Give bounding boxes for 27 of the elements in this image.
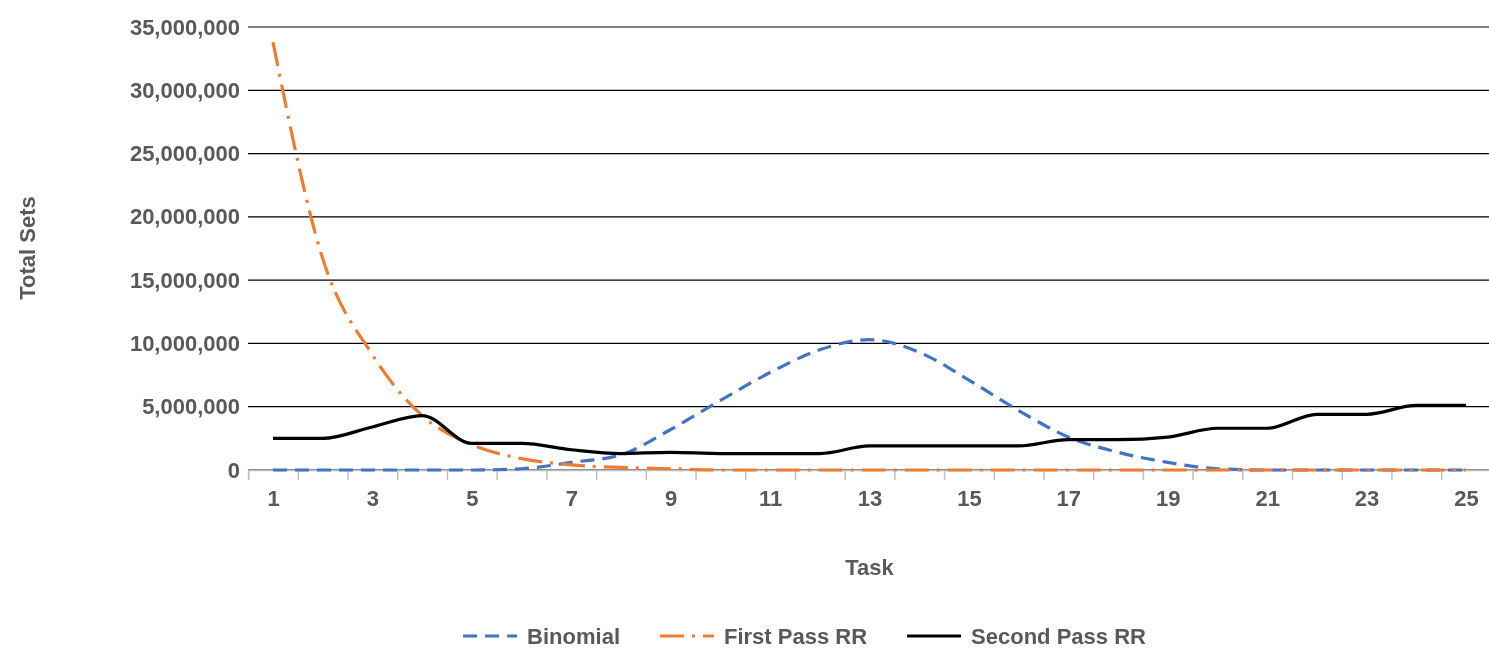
y-tick-label: 5,000,000 bbox=[142, 394, 240, 420]
x-tick-label: 5 bbox=[466, 485, 479, 511]
x-tick-label: 17 bbox=[1056, 485, 1082, 511]
legend-label: Second Pass RR bbox=[971, 624, 1147, 649]
x-tick-label: 19 bbox=[1156, 485, 1181, 511]
x-tick-label: 15 bbox=[957, 485, 982, 511]
y-tick-label: 0 bbox=[227, 457, 240, 483]
legend-label: Binomial bbox=[527, 624, 620, 649]
x-tick-label: 11 bbox=[758, 485, 783, 511]
x-tick-label: 13 bbox=[857, 485, 883, 511]
y-tick-label: 20,000,000 bbox=[129, 204, 240, 230]
y-axis-title: Total Sets bbox=[15, 196, 40, 300]
x-tick-label: 25 bbox=[1454, 485, 1479, 511]
x-tick-label: 23 bbox=[1354, 485, 1380, 511]
y-tick-label: 10,000,000 bbox=[129, 330, 240, 356]
line-series bbox=[271, 40, 1468, 472]
x-tick-label: 7 bbox=[565, 485, 578, 511]
x-tick-label: 21 bbox=[1255, 485, 1280, 511]
y-tick-label: 25,000,000 bbox=[129, 141, 240, 167]
legend-label: First Pass RR bbox=[724, 624, 868, 649]
x-axis-title: Task bbox=[845, 555, 895, 580]
x-tick-label: 9 bbox=[665, 485, 678, 511]
x-tick-label: 3 bbox=[366, 485, 380, 511]
x-tick-label: 1 bbox=[267, 485, 280, 511]
y-tick-label: 30,000,000 bbox=[129, 77, 240, 103]
y-tick-label: 15,000,000 bbox=[129, 267, 240, 293]
y-tick-label: 35,000,000 bbox=[129, 14, 240, 40]
